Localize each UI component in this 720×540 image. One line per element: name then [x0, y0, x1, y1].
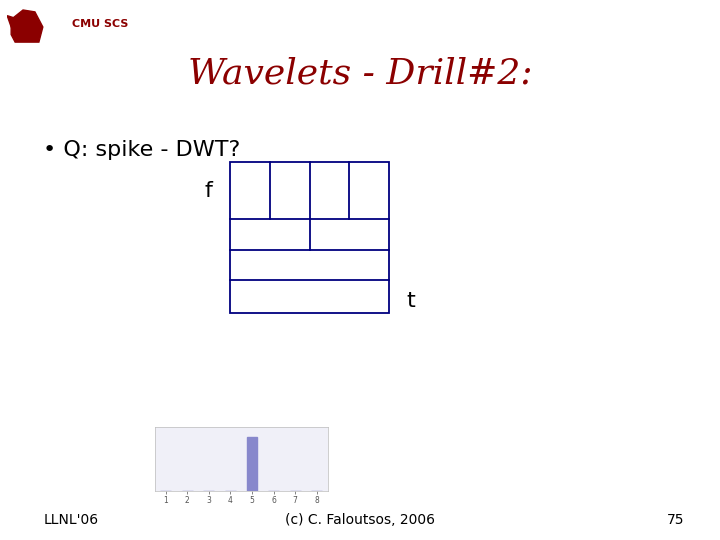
Polygon shape: [7, 16, 19, 31]
Bar: [246, 437, 258, 491]
Text: Wavelets - Drill#2:: Wavelets - Drill#2:: [188, 57, 532, 91]
Bar: [230, 162, 389, 313]
Text: • Q: spike - DWT?: • Q: spike - DWT?: [43, 140, 240, 160]
Text: (c) C. Faloutsos, 2006: (c) C. Faloutsos, 2006: [285, 512, 435, 526]
Text: LLNL'06: LLNL'06: [43, 512, 99, 526]
Text: CMU SCS: CMU SCS: [72, 19, 128, 29]
Text: f: f: [204, 181, 212, 201]
Text: 75: 75: [667, 512, 684, 526]
Polygon shape: [12, 10, 43, 42]
Text: t: t: [407, 291, 415, 311]
